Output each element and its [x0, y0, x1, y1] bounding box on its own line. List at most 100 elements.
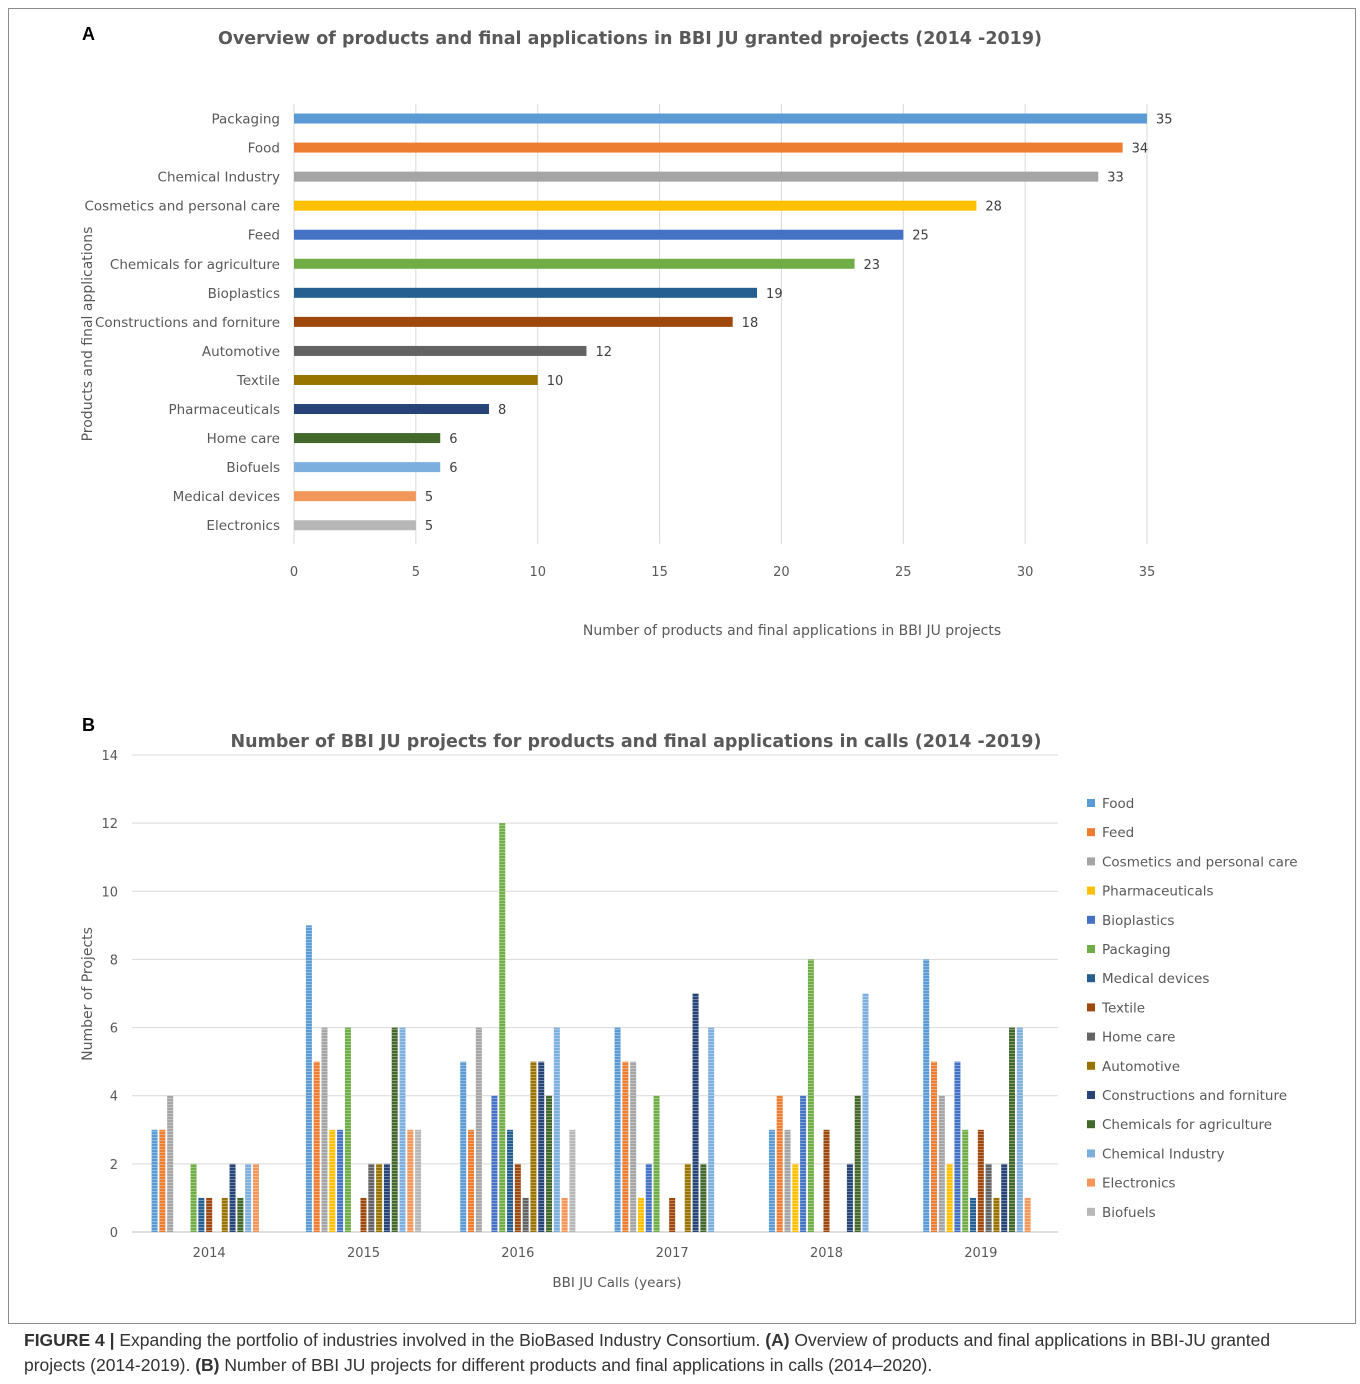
panel-b-label: B — [82, 715, 95, 735]
chart-b-category-label: 2017 — [656, 1246, 689, 1261]
chart-b-bar-hatch — [407, 1129, 414, 1232]
chart-b-legend: Food Feed Cosmetics and personal care Pharm… — [1087, 796, 1298, 1221]
chart-b-bar-hatch — [569, 1129, 576, 1232]
chart-a-category-label: Textile — [236, 373, 280, 389]
chart-a-bar — [294, 171, 1099, 182]
chart-b-bar-hatch — [468, 1129, 475, 1232]
chart-a-category-label: Electronics — [206, 518, 280, 534]
chart-b-bar-hatch — [630, 1061, 637, 1232]
chart-b-bar-hatch — [415, 1129, 422, 1232]
chart-b-bar-hatch — [614, 1027, 621, 1232]
chart-b-bar-hatch — [823, 1129, 830, 1232]
figure-caption: FIGURE 4 | Expanding the portfolio of in… — [24, 1328, 1334, 1378]
chart-b-bar-hatch — [776, 1095, 783, 1232]
chart-b-bar-hatch — [931, 1061, 938, 1232]
figure-charts: A Overview of products and final applica… — [80, 24, 1298, 1291]
chart-b-bar-hatch — [692, 993, 699, 1232]
chart-b-bar-hatch — [460, 1061, 467, 1232]
legend-swatch — [1087, 1207, 1095, 1216]
chart-a-ylabel: Products and final applications — [80, 227, 96, 442]
chart-b-bar-hatch — [360, 1197, 367, 1232]
legend-swatch — [1087, 1003, 1095, 1012]
chart-b-category-label: 2018 — [810, 1246, 843, 1261]
chart-a-bar — [294, 287, 758, 298]
caption-part-b-label: (B) — [195, 1355, 220, 1375]
chart-b-bar-hatch — [337, 1129, 344, 1232]
chart-a-value-label: 5 — [425, 490, 433, 505]
chart-b-bar-hatch — [190, 1163, 197, 1232]
legend-swatch — [1087, 974, 1095, 983]
chart-b-bar-hatch — [329, 1129, 336, 1232]
chart-b-category-label: 2016 — [501, 1246, 534, 1261]
chart-b-bar-hatch — [522, 1197, 529, 1232]
chart-b-ytick: 4 — [110, 1090, 118, 1105]
chart-b-bar-hatch — [376, 1163, 383, 1232]
chart-a-category-label: Chemicals for agriculture — [110, 257, 280, 273]
chart-a-value-label: 23 — [864, 258, 881, 273]
legend-label: Feed — [1102, 825, 1134, 841]
chart-a-category-label: Cosmetics and personal care — [85, 199, 281, 215]
chart-b-bar-hatch — [645, 1163, 652, 1232]
chart-b-bar-hatch — [684, 1163, 691, 1232]
legend-label: Packaging — [1102, 942, 1171, 958]
chart-b-category-label: 2019 — [964, 1246, 997, 1261]
chart-b-bar-hatch — [1009, 1027, 1016, 1232]
legend-label: Electronics — [1102, 1176, 1176, 1192]
legend-label: Chemical Industry — [1102, 1146, 1224, 1162]
chart-a-category-label: Pharmaceuticals — [168, 402, 280, 418]
chart-b-ytick: 12 — [101, 817, 118, 832]
legend-swatch — [1087, 1178, 1095, 1187]
chart-a-bar — [294, 258, 855, 269]
chart-b-bar-hatch — [962, 1129, 969, 1232]
chart-b-bar-hatch — [1024, 1197, 1031, 1232]
legend-label: Textile — [1101, 1000, 1145, 1016]
chart-a-xtick: 0 — [290, 565, 298, 580]
chart-a-xtick: 30 — [1017, 565, 1034, 580]
chart-a-value-label: 12 — [595, 345, 612, 360]
chart-b-bar-hatch — [669, 1197, 676, 1232]
legend-label: Food — [1102, 796, 1134, 812]
chart-a-bar — [294, 433, 441, 444]
chart-b-bar-hatch — [313, 1061, 320, 1232]
chart-a-bar — [294, 200, 977, 211]
chart-b-bar-hatch — [622, 1061, 629, 1232]
chart-b-bar-hatch — [923, 959, 930, 1232]
chart-a-xtick: 10 — [529, 565, 546, 580]
chart-b-bar-hatch — [321, 1027, 328, 1232]
chart-b-bar-hatch — [237, 1197, 244, 1232]
chart-b-bar-hatch — [784, 1129, 791, 1232]
chart-b-ytick: 2 — [110, 1158, 118, 1173]
chart-b-ytick: 0 — [110, 1226, 118, 1241]
chart-b-bar-hatch — [553, 1027, 560, 1232]
chart-a-xtick: 15 — [651, 565, 668, 580]
chart-b-ylabel: Number of Projects — [80, 927, 96, 1061]
chart-b-bar-hatch — [954, 1061, 961, 1232]
legend-label: Chemicals for agriculture — [1102, 1117, 1272, 1133]
chart-a-bar — [294, 462, 441, 473]
legend-label: Cosmetics and personal care — [1102, 854, 1298, 870]
chart-b-bar-hatch — [507, 1129, 514, 1232]
chart-b-bar-hatch — [399, 1027, 406, 1232]
chart-a-category-label: Feed — [248, 228, 280, 244]
chart-b-bar-hatch — [245, 1163, 252, 1232]
chart-a-value-label: 33 — [1107, 171, 1124, 186]
chart-b-bar-hatch — [561, 1197, 568, 1232]
chart-b-bar-hatch — [854, 1095, 861, 1232]
chart-a-category-label: Biofuels — [226, 460, 280, 476]
chart-b-bar-hatch — [151, 1129, 158, 1232]
caption-part-a-label: (A) — [765, 1330, 790, 1350]
chart-a-bar — [294, 316, 733, 327]
chart-b-bar-hatch — [700, 1163, 707, 1232]
chart-b-bar-hatch — [514, 1163, 521, 1232]
chart-b-bar-hatch — [946, 1163, 953, 1232]
chart-b-bar-hatch — [985, 1163, 992, 1232]
chart-b-bar-hatch — [970, 1197, 977, 1232]
legend-swatch — [1087, 886, 1095, 895]
chart-b-bar-hatch — [383, 1163, 390, 1232]
legend-label: Home care — [1102, 1030, 1175, 1046]
chart-a-value-label: 5 — [425, 519, 433, 534]
chart-b-bar-hatch — [977, 1129, 984, 1232]
chart-b-bar-hatch — [491, 1095, 498, 1232]
chart-b-bar-hatch — [846, 1163, 853, 1232]
chart-a-bar — [294, 345, 587, 356]
